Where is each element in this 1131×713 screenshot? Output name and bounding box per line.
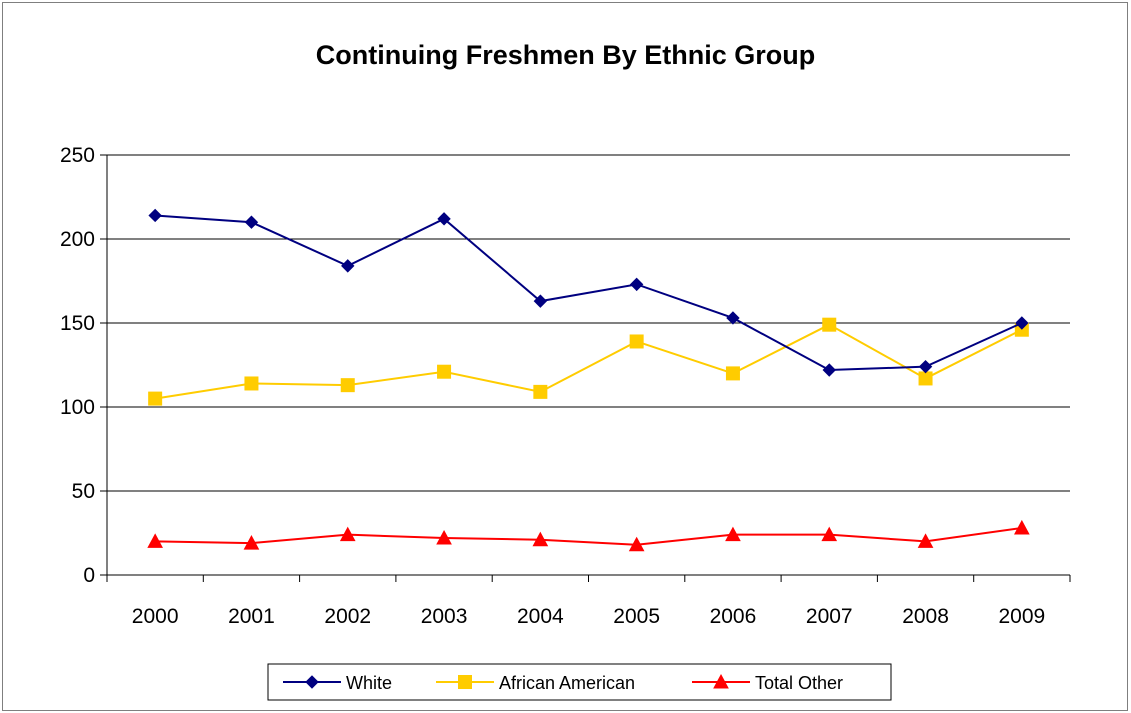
data-point-total-other	[436, 529, 452, 545]
y-axis-ticks: 0 50 100 150 200 250	[60, 144, 107, 587]
data-point-african-american	[725, 366, 740, 381]
series-white	[148, 208, 1029, 377]
series-layer	[147, 208, 1030, 552]
data-point-total-other	[339, 526, 356, 542]
x-tick-label: 2006	[710, 605, 757, 628]
x-tick-label: 2009	[998, 605, 1045, 628]
x-tick-label: 2002	[324, 605, 371, 628]
data-point-total-other	[1014, 519, 1030, 535]
x-tick-label: 2005	[613, 605, 660, 628]
x-tick-label: 2007	[806, 605, 853, 628]
x-tick-label: 2008	[902, 605, 949, 628]
data-point-total-other	[725, 526, 741, 542]
x-tick-label: 2001	[228, 605, 275, 628]
data-point-white	[726, 311, 740, 325]
legend-label-african-american: African American	[499, 673, 635, 693]
data-point-white	[629, 277, 644, 292]
data-point-total-other	[628, 536, 645, 552]
x-tick-label: 2000	[132, 605, 179, 628]
legend-box	[267, 663, 892, 701]
legend-item-total-other: Total Other	[692, 673, 843, 693]
data-point-african-american	[437, 364, 452, 379]
y-tick-label: 200	[60, 228, 95, 251]
series-line-total-other	[155, 526, 1022, 546]
data-point-african-american	[148, 391, 163, 406]
y-tick-label: 250	[60, 144, 95, 167]
data-point-total-other	[821, 526, 838, 542]
legend-label-white: White	[346, 673, 392, 693]
data-point-african-american	[918, 371, 933, 386]
series-line-white	[155, 214, 1023, 372]
data-point-total-other	[147, 533, 163, 548]
legend: White African American Total Other	[267, 663, 892, 701]
gridlines	[107, 154, 1070, 492]
chart-title: Continuing Freshmen By Ethnic Group	[315, 40, 816, 70]
legend-marker-white	[305, 675, 319, 689]
data-point-white	[533, 294, 548, 308]
data-point-white	[341, 259, 355, 273]
data-point-african-american	[629, 334, 644, 349]
data-point-white	[822, 363, 836, 377]
legend-item-african-american: African American	[436, 673, 635, 693]
data-point-white	[148, 208, 162, 223]
y-tick-label: 100	[60, 396, 95, 419]
series-african-american	[148, 317, 1029, 406]
data-point-african-american	[533, 384, 548, 399]
series-line-african-american	[154, 323, 1023, 400]
series-total-other	[147, 519, 1030, 552]
data-point-total-other	[243, 535, 260, 550]
legend-label-total-other: Total Other	[755, 673, 843, 693]
data-point-total-other	[532, 531, 549, 547]
y-tick-label: 150	[60, 312, 95, 335]
legend-marker-total-other	[713, 673, 729, 689]
data-point-white	[244, 215, 259, 229]
x-tick-label: 2004	[517, 605, 564, 628]
legend-marker-african-american	[458, 675, 472, 689]
legend-item-white: White	[283, 673, 392, 693]
x-axis-ticks: 2000 2001 2002 2003 2004 2005 2006 2007 2008 2009	[106, 575, 1071, 628]
data-point-white	[1015, 316, 1029, 330]
data-point-white	[918, 359, 933, 374]
data-point-white	[437, 212, 451, 226]
y-tick-label: 0	[83, 564, 95, 587]
data-point-african-american	[244, 376, 259, 391]
y-tick-label: 50	[72, 480, 95, 503]
data-point-african-american	[340, 378, 355, 393]
data-point-total-other	[917, 533, 934, 548]
x-tick-label: 2003	[421, 605, 468, 628]
data-point-african-american	[822, 317, 837, 332]
